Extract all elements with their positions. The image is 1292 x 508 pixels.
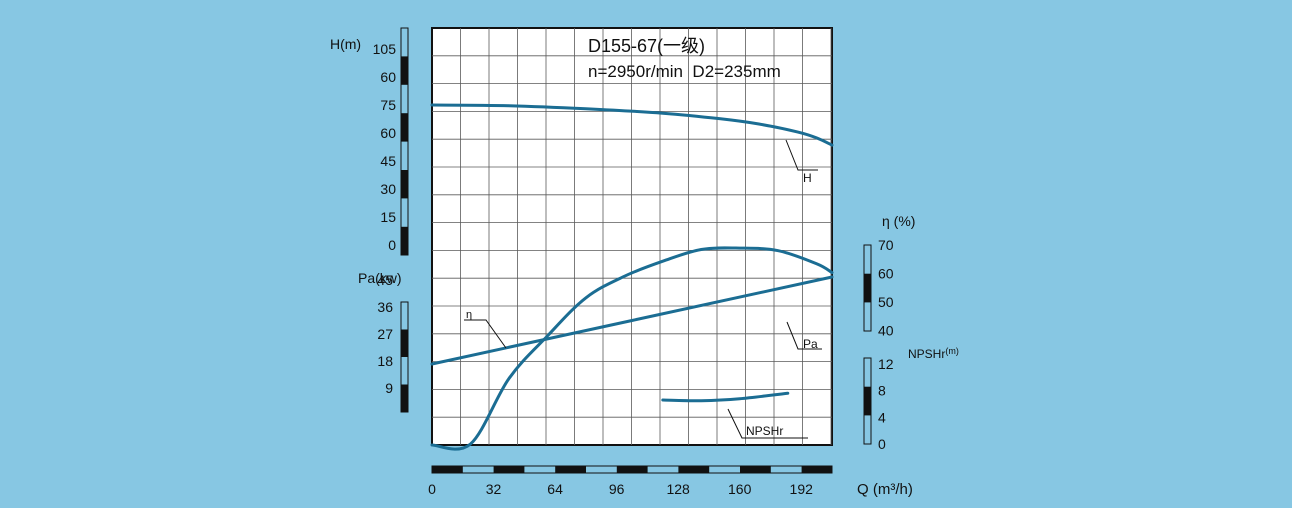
efficiency-tick-label: 40 [878, 322, 894, 338]
power-tick-label: 27 [377, 326, 393, 342]
series-line-2 [430, 246, 834, 451]
flow-scale-bar-segment [493, 466, 525, 473]
power-tick-label: 9 [385, 380, 393, 396]
npshr-scale-bar-segment [864, 386, 871, 416]
series-line-4 [661, 391, 790, 403]
series-line-1 [430, 103, 834, 147]
x-tick-label: 0 [428, 481, 436, 497]
head-tick-label: 45 [380, 153, 396, 169]
x-tick-label: 160 [728, 481, 752, 497]
eta-callout-leader [464, 319, 507, 349]
x-tick-label: 64 [547, 481, 563, 497]
head-scale-bar-segment [401, 56, 408, 85]
efficiency-tick-label: 50 [878, 294, 894, 310]
flow-scale-bar-segment [801, 466, 832, 473]
pa-callout-leader [786, 321, 822, 350]
npshr-callout-leader [727, 408, 808, 439]
flow-scale-bar-segment [678, 466, 710, 473]
h-curve-label: H [803, 171, 812, 185]
x-tick-label: 96 [609, 481, 625, 497]
curves [430, 103, 834, 451]
head-tick-label: 30 [380, 181, 396, 197]
npshr-axis-unit: (m) [945, 346, 959, 356]
efficiency-tick-label: 60 [878, 265, 894, 281]
head-tick-label: 60 [380, 125, 396, 141]
x-tick-label: 32 [486, 481, 502, 497]
efficiency-scale-bar-segment [864, 273, 871, 303]
head-tick-label: 75 [380, 97, 396, 113]
npshr-tick-label: 4 [878, 409, 886, 425]
axis-scales [400, 27, 872, 474]
pa-curve-label: Pa [803, 337, 818, 351]
flow-scale-bar-segment [432, 466, 463, 473]
power-tick-label: 18 [377, 353, 393, 369]
h-callout-leader [785, 139, 818, 171]
head-tick-label: 105 [373, 41, 397, 57]
eta-curve-label: η [466, 309, 472, 321]
power-tick-label: 36 [377, 299, 393, 315]
npshr-tick-label: 0 [878, 436, 886, 452]
power-scale-bar-segment [401, 329, 408, 357]
flow-scale-bar-segment [616, 466, 648, 473]
x-axis-label: Q (m³/h) [857, 481, 913, 498]
npshr-tick-label: 8 [878, 383, 886, 399]
head-tick-label: 15 [380, 209, 396, 225]
flow-scale-bar-segment [555, 466, 586, 473]
power-tick-label: 45 [377, 272, 393, 288]
npshr-axis-label: NPSHr(m) [908, 346, 959, 361]
x-tick-label: 128 [666, 481, 690, 497]
flow-scale-bar-segment [740, 466, 771, 473]
npshr-curve-label: NPSHr [746, 424, 783, 438]
head-tick-label: 60 [380, 69, 396, 85]
series-line-3 [430, 275, 834, 366]
head-tick-label: 0 [388, 237, 396, 253]
chart-subtitle: n=2950r/min D2=235mm [588, 62, 781, 81]
npshr-tick-label: 12 [878, 356, 894, 372]
x-tick-label: 192 [790, 481, 814, 497]
head-axis-label: H(m) [330, 36, 361, 52]
plot-area [431, 27, 833, 446]
head-scale-bar-segment [401, 113, 408, 142]
chart-title: D155-67(一级) [588, 36, 705, 56]
grid-lines [432, 28, 832, 445]
head-scale-bar-segment [401, 226, 408, 255]
power-scale-bar-segment [401, 384, 408, 412]
npshr-axis-name: NPSHr [908, 347, 945, 361]
head-scale-bar-segment [401, 170, 408, 199]
efficiency-tick-label: 70 [878, 237, 894, 253]
power-axis-label: Pa(kw) [358, 270, 402, 286]
efficiency-axis-label: η (%) [882, 213, 915, 229]
